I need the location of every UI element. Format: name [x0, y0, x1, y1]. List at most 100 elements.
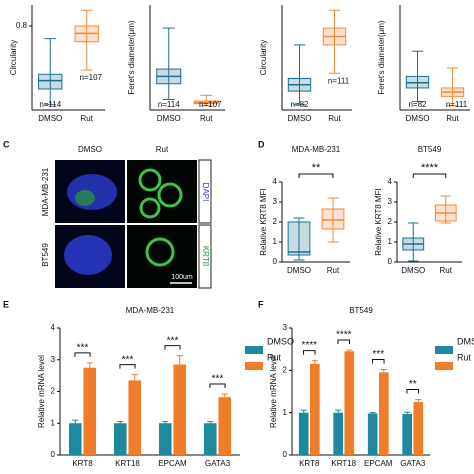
bar [68, 423, 82, 455]
chart-title: BT549 [349, 306, 373, 315]
legend-label: DMSO [267, 336, 294, 346]
bar [158, 423, 172, 455]
x-tick-label: DMSO [401, 266, 425, 275]
x-tick-label: EPCAM [364, 459, 393, 468]
panel-label: F [258, 299, 264, 309]
y-tick-label: 2 [388, 217, 393, 226]
n-label: n=82 [408, 100, 427, 109]
sig-bracket [119, 364, 136, 369]
sig-label: **** [336, 330, 352, 341]
x-tick-label: Rut [81, 114, 94, 123]
x-tick-label: Rut [200, 114, 213, 123]
y-axis-label: Circularity [259, 40, 268, 76]
sig-bracket [74, 352, 91, 357]
sig-label: *** [372, 349, 384, 360]
micrographs: DMSO Rut MDA-MB-231 BT549 DAPI KRT8 100u… [41, 145, 212, 289]
legend-label: Rut [457, 352, 472, 362]
legend-label: DMSO [457, 336, 474, 346]
chart-title: BT549 [418, 145, 442, 154]
error-bar [131, 374, 138, 387]
error-bar [346, 349, 353, 354]
y-tick-label: 1 [283, 408, 288, 417]
x-tick-label: KRT18 [115, 459, 140, 468]
x-tick-label: KRT8 [299, 459, 320, 468]
scale-label: 100um [171, 274, 193, 281]
error-bar [369, 412, 376, 415]
legend-swatch [245, 346, 263, 354]
sig-bracket [406, 389, 420, 394]
stain-box [198, 159, 212, 224]
y-tick-label: 3 [388, 197, 393, 206]
y-tick-label: 4 [388, 177, 393, 186]
column-label: Rut [156, 145, 169, 154]
bar [367, 413, 378, 455]
image [127, 225, 197, 288]
legend-label: Rut [267, 352, 282, 362]
y-axis-label: Feret's diameter(μm) [377, 20, 386, 94]
n-label: n=111 [446, 100, 468, 109]
bar [298, 412, 309, 455]
n-label: n=114 [39, 100, 61, 109]
error-bar [72, 419, 79, 427]
sig-bracket [298, 173, 334, 178]
y-tick-label: 4 [273, 177, 278, 186]
n-label: n=111 [328, 76, 350, 85]
bar [402, 413, 413, 455]
cell-cluster [64, 235, 112, 275]
bar [173, 364, 187, 455]
y-axis-label: Relative KRT8 MFI [374, 188, 383, 255]
box [38, 73, 63, 90]
cell-cluster [139, 197, 161, 219]
stain-label: DAPI [201, 183, 210, 202]
chart-title: MDA-MB-231 [126, 306, 175, 315]
sig-label: ** [409, 379, 417, 390]
sig-label: *** [212, 374, 224, 385]
y-tick-label: 3 [283, 323, 288, 332]
n-label: n=82 [290, 100, 309, 109]
y-axis-label: Relative KRT8 MFI [259, 188, 268, 255]
y-tick-label: 2 [273, 217, 278, 226]
cell-cluster [75, 190, 95, 206]
x-tick-label: DMSO [287, 266, 311, 275]
legend-swatch [245, 362, 263, 370]
error-bar [86, 362, 93, 373]
stain-box [198, 224, 212, 289]
x-tick-label: Rut [440, 266, 453, 275]
x-tick-label: Rut [327, 266, 340, 275]
y-tick-label: 0.8 [16, 21, 28, 30]
y-tick-label: 1 [273, 237, 278, 246]
x-tick-label: EPCAM [158, 459, 187, 468]
stain-label: KRT8 [201, 246, 210, 267]
y-tick-label: 4 [51, 323, 56, 332]
x-tick-label: DMSO [288, 114, 312, 123]
y-tick-label: 0 [283, 450, 288, 459]
y-axis-label: Feret's diameter(μm) [127, 20, 136, 94]
sig-bracket [209, 383, 226, 389]
bar [218, 397, 232, 455]
y-tick-label: 1 [51, 418, 56, 427]
column-label: DMSO [78, 145, 102, 154]
bar [309, 363, 320, 455]
bar [113, 423, 127, 455]
x-tick-label: Rut [328, 114, 341, 123]
error-bar [335, 409, 342, 416]
error-bar [117, 421, 124, 426]
y-axis-label: Relative mRNA level [269, 355, 278, 428]
cell-cluster [138, 168, 162, 192]
sig-bracket [412, 173, 447, 178]
sig-bracket [371, 358, 385, 364]
row-label: MDA-MB-231 [41, 167, 50, 216]
panel-label: D [258, 139, 265, 149]
box [287, 221, 311, 256]
n-label: n=114 [158, 100, 180, 109]
y-axis-label: Circularity [9, 40, 18, 76]
sig-label: *** [167, 335, 179, 346]
x-tick-label: GATA3 [205, 459, 231, 468]
sig-label: *** [122, 354, 134, 365]
chart-title: MDA-MB-231 [292, 145, 341, 154]
error-bar [404, 411, 411, 417]
row-label: BT549 [41, 243, 50, 267]
error-bar [380, 368, 387, 376]
panel-label: E [3, 299, 9, 309]
